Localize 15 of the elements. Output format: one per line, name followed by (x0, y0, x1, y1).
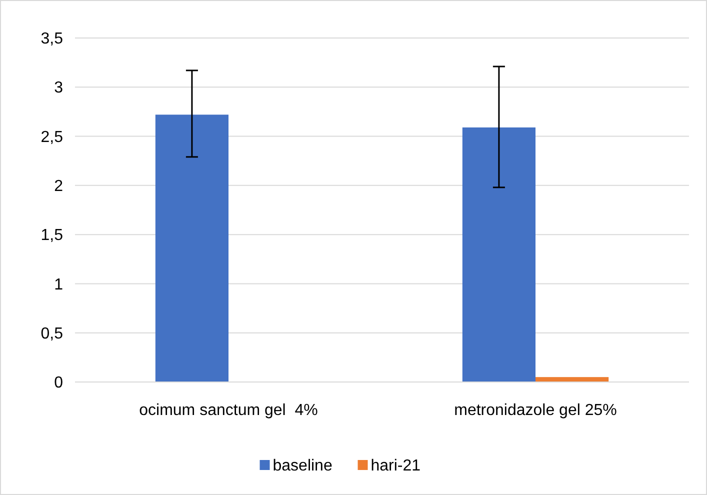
y-tick-label: 3,5 (40, 30, 64, 48)
bar (536, 377, 609, 382)
y-tick-label: 1 (54, 276, 64, 294)
x-tick-label: ocimum sanctum gel 4% (139, 402, 318, 419)
bar (155, 114, 228, 382)
x-tick-label: metronidazole gel 25% (454, 402, 617, 419)
y-tick-label: 1,5 (40, 227, 64, 244)
y-tick-label: 3 (54, 80, 64, 97)
y-tick-label: 0 (54, 374, 64, 392)
bar (462, 127, 536, 382)
y-tick-label: 0,5 (40, 325, 64, 342)
y-tick-label: 2,5 (40, 128, 64, 146)
legend-label: hari-21 (370, 458, 421, 475)
y-tick-label: 2 (54, 178, 64, 196)
legend-label: baseline (272, 458, 332, 475)
